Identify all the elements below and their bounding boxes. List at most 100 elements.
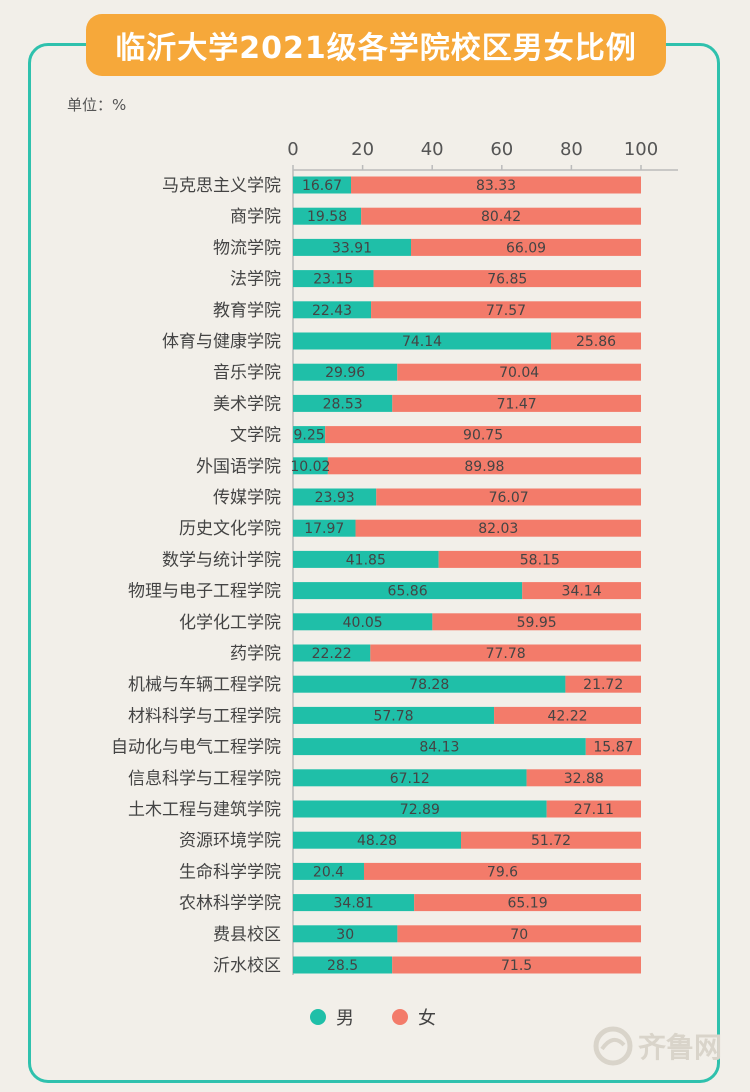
x-tick-label: 60 <box>490 139 513 160</box>
category-label: 费县校区 <box>213 925 281 945</box>
data-label-female: 89.98 <box>464 459 504 475</box>
bar-male <box>293 426 326 444</box>
category-label: 物流学院 <box>213 238 281 258</box>
bar-female <box>432 613 641 631</box>
swirl-logo-icon <box>593 1026 633 1066</box>
data-label-female: 65.19 <box>508 896 548 912</box>
watermark: 齐鲁网 <box>592 1025 722 1067</box>
data-label-female: 70 <box>510 927 528 943</box>
data-label-male: 10.02 <box>290 459 330 475</box>
data-label-male: 41.85 <box>346 552 386 568</box>
data-label-male: 84.13 <box>419 740 459 756</box>
data-label-male: 22.43 <box>312 303 352 319</box>
category-label: 材料科学与工程学院 <box>128 706 281 726</box>
legend-item-male: 男 <box>310 1004 354 1030</box>
bar-female <box>361 207 641 225</box>
data-label-male: 33.91 <box>332 240 372 256</box>
bar-female <box>351 176 641 194</box>
bar-male <box>293 582 523 600</box>
bar-female <box>526 769 641 787</box>
bar-female <box>461 831 641 849</box>
legend: 男 女 <box>310 1004 474 1030</box>
bar-male <box>293 363 398 381</box>
data-label-male: 17.97 <box>304 521 344 537</box>
category-label: 教育学院 <box>213 301 281 321</box>
category-label: 物理与电子工程学院 <box>128 582 281 602</box>
title-banner: 临沂大学2021级各学院校区男女比例 <box>86 14 666 76</box>
bar-female <box>397 363 641 381</box>
bar-female <box>551 332 641 350</box>
category-label: 法学院 <box>230 270 281 290</box>
data-label-male: 48.28 <box>357 833 397 849</box>
data-label-female: 82.03 <box>478 521 518 537</box>
data-label-male: 9.25 <box>294 428 325 444</box>
watermark-text: 齐鲁网 <box>638 1031 723 1064</box>
data-label-female: 27.11 <box>574 802 614 818</box>
bar-male <box>293 394 393 412</box>
category-label: 音乐学院 <box>213 363 281 383</box>
bar-male <box>293 706 495 724</box>
data-label-female: 76.07 <box>489 490 529 506</box>
x-tick-label: 20 <box>351 139 374 160</box>
category-label: 农林科学学院 <box>179 894 281 914</box>
legend-swatch-male <box>310 1009 326 1025</box>
category-label: 外国语学院 <box>196 457 281 477</box>
bar-female <box>373 270 641 288</box>
bar-male <box>293 207 362 225</box>
data-label-female: 79.6 <box>487 864 518 880</box>
bar-male <box>293 894 415 912</box>
data-label-male: 19.58 <box>307 209 347 225</box>
data-label-female: 59.95 <box>517 615 557 631</box>
legend-swatch-female <box>392 1009 408 1025</box>
bar-female <box>494 706 641 724</box>
category-label: 传媒学院 <box>213 488 281 508</box>
bar-male <box>293 644 371 662</box>
bar-female <box>585 738 641 756</box>
bar-female <box>363 862 641 880</box>
category-label: 机械与车辆工程学院 <box>128 675 281 695</box>
data-label-female: 83.33 <box>476 178 516 194</box>
x-tick-label: 0 <box>287 139 298 160</box>
bar-female <box>522 582 641 600</box>
category-label: 信息科学与工程学院 <box>128 769 281 789</box>
category-label: 马克思主义学院 <box>162 176 281 196</box>
bar-female <box>565 675 641 693</box>
data-label-male: 72.89 <box>400 802 440 818</box>
bar-male <box>293 925 398 943</box>
data-label-female: 34.14 <box>562 584 602 600</box>
bar-female <box>397 925 641 943</box>
x-tick-label: 40 <box>421 139 444 160</box>
legend-item-female: 女 <box>392 1004 436 1030</box>
x-tick-label: 80 <box>560 139 583 160</box>
data-label-female: 32.88 <box>564 771 604 787</box>
category-label: 化学化工学院 <box>179 613 281 633</box>
data-label-male: 67.12 <box>390 771 430 787</box>
bar-male <box>293 831 462 849</box>
bar-female <box>414 894 641 912</box>
bar-female <box>371 301 641 319</box>
bar-female <box>438 550 641 568</box>
category-label: 自动化与电气工程学院 <box>111 738 281 758</box>
bar-female <box>327 457 641 475</box>
data-label-female: 80.42 <box>481 209 521 225</box>
bar-male <box>293 301 372 319</box>
category-label: 土木工程与建筑学院 <box>128 800 281 820</box>
bar-male <box>293 550 439 568</box>
data-label-male: 28.53 <box>323 396 363 412</box>
data-label-female: 71.5 <box>501 958 532 974</box>
bar-male <box>293 800 547 818</box>
data-label-female: 25.86 <box>576 334 616 350</box>
category-label: 历史文化学院 <box>179 519 281 539</box>
data-label-male: 20.4 <box>313 864 344 880</box>
data-label-male: 28.5 <box>327 958 358 974</box>
data-label-female: 66.09 <box>506 240 546 256</box>
category-label: 数学与统计学院 <box>162 550 281 570</box>
data-label-female: 42.22 <box>547 708 587 724</box>
data-label-male: 57.78 <box>373 708 413 724</box>
data-label-female: 77.78 <box>486 646 526 662</box>
bar-male <box>293 769 527 787</box>
data-label-female: 58.15 <box>520 552 560 568</box>
bar-male <box>293 332 552 350</box>
data-label-male: 29.96 <box>325 365 365 381</box>
